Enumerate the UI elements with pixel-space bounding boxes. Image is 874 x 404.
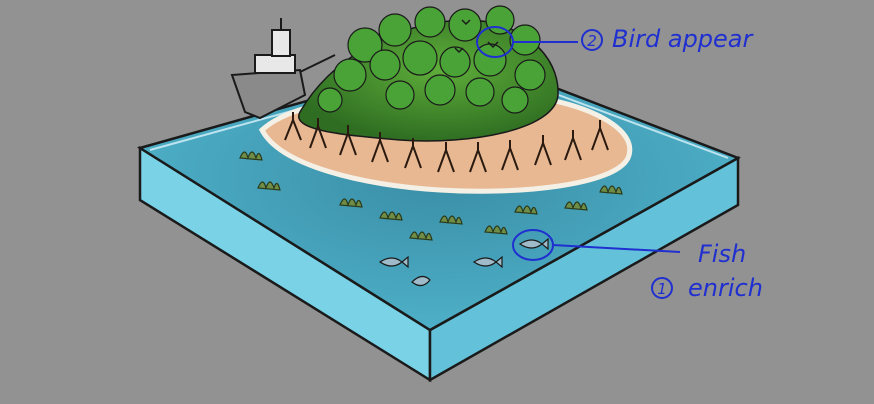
bird-annotation-label: Bird appear bbox=[612, 25, 755, 53]
tree-canopies bbox=[317, 5, 546, 114]
island bbox=[258, 5, 633, 194]
birds bbox=[454, 19, 499, 54]
bird-number: 2 bbox=[587, 32, 597, 50]
fish-leader-line bbox=[552, 244, 681, 253]
ship bbox=[230, 18, 336, 120]
ship-cabin bbox=[254, 54, 296, 74]
fish bbox=[378, 237, 549, 287]
mangrove-roots bbox=[284, 112, 609, 173]
fish-annotation-label: enrich bbox=[688, 274, 763, 302]
ship-bridge bbox=[271, 29, 291, 57]
fish-annotation-title: Fish bbox=[698, 240, 746, 268]
highlighted-fish bbox=[518, 237, 549, 251]
seaweed bbox=[239, 151, 623, 241]
fish-number: 1 bbox=[657, 280, 667, 298]
fish-number-circle bbox=[651, 277, 673, 299]
bird-number-circle bbox=[581, 29, 603, 51]
